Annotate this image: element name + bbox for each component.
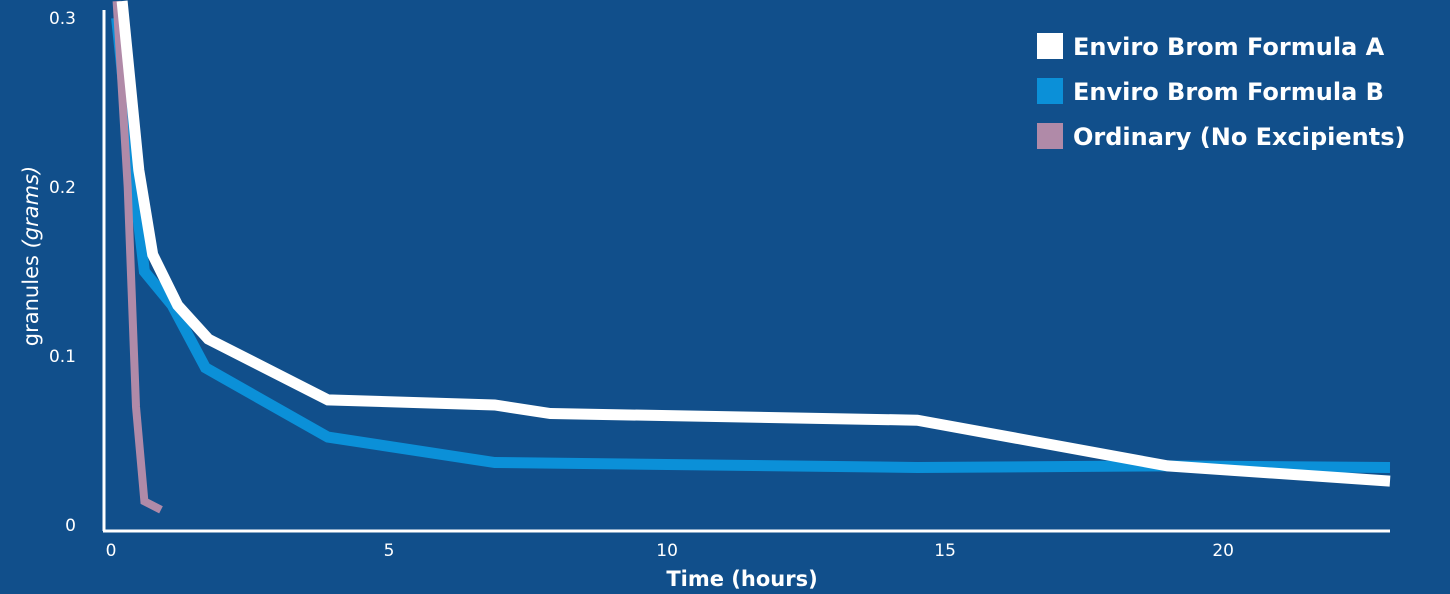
x-tick-label: 5 [384, 541, 395, 561]
x-tick-label: 20 [1212, 541, 1234, 561]
y-tick-label: 0.2 [49, 178, 76, 198]
y-tick-label: 0.1 [49, 347, 76, 367]
series-line [111, 17, 1391, 474]
x-axis-title: Time (hours) [666, 567, 817, 591]
axes [102, 10, 1390, 533]
series-line [112, 0, 163, 514]
y-tick-labels: 0 0.1 0.2 0.3 [49, 9, 76, 536]
x-tick-label: 10 [656, 541, 678, 561]
legend-swatch [1037, 33, 1063, 59]
y-axis-title-main: granules [19, 248, 43, 346]
legend-swatch [1037, 78, 1063, 104]
y-axis-title-unit: (grams) [19, 166, 43, 249]
legend-label: Enviro Brom Formula A [1073, 33, 1385, 61]
x-tick-labels: 0 5 10 15 20 [106, 541, 1234, 561]
x-tick-label: 15 [934, 541, 956, 561]
x-tick-label: 0 [106, 541, 117, 561]
y-axis-title: granules (grams) [19, 166, 43, 346]
legend: Enviro Brom Formula A Enviro Brom Formula… [1037, 33, 1405, 151]
y-tick-label: 0.3 [49, 9, 76, 29]
series-line [116, 0, 1391, 487]
legend-swatch [1037, 123, 1063, 149]
y-tick-label: 0 [65, 516, 76, 536]
legend-label: Ordinary (No Excipients) [1073, 123, 1405, 151]
series-lines [111, 0, 1391, 514]
legend-label: Enviro Brom Formula B [1073, 78, 1384, 106]
